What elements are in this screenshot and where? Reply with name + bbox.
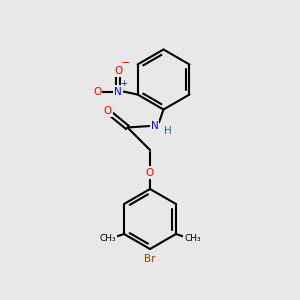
Text: N: N bbox=[151, 121, 158, 131]
Text: O: O bbox=[103, 106, 112, 116]
Text: N: N bbox=[114, 86, 122, 97]
Text: −: − bbox=[121, 58, 130, 68]
Text: +: + bbox=[121, 79, 128, 88]
Text: H: H bbox=[164, 125, 172, 136]
Text: O: O bbox=[146, 167, 154, 178]
Text: CH₃: CH₃ bbox=[99, 234, 116, 243]
Text: O: O bbox=[114, 65, 122, 76]
Text: Br: Br bbox=[144, 254, 156, 265]
Text: O: O bbox=[93, 86, 101, 97]
Text: CH₃: CH₃ bbox=[184, 234, 201, 243]
